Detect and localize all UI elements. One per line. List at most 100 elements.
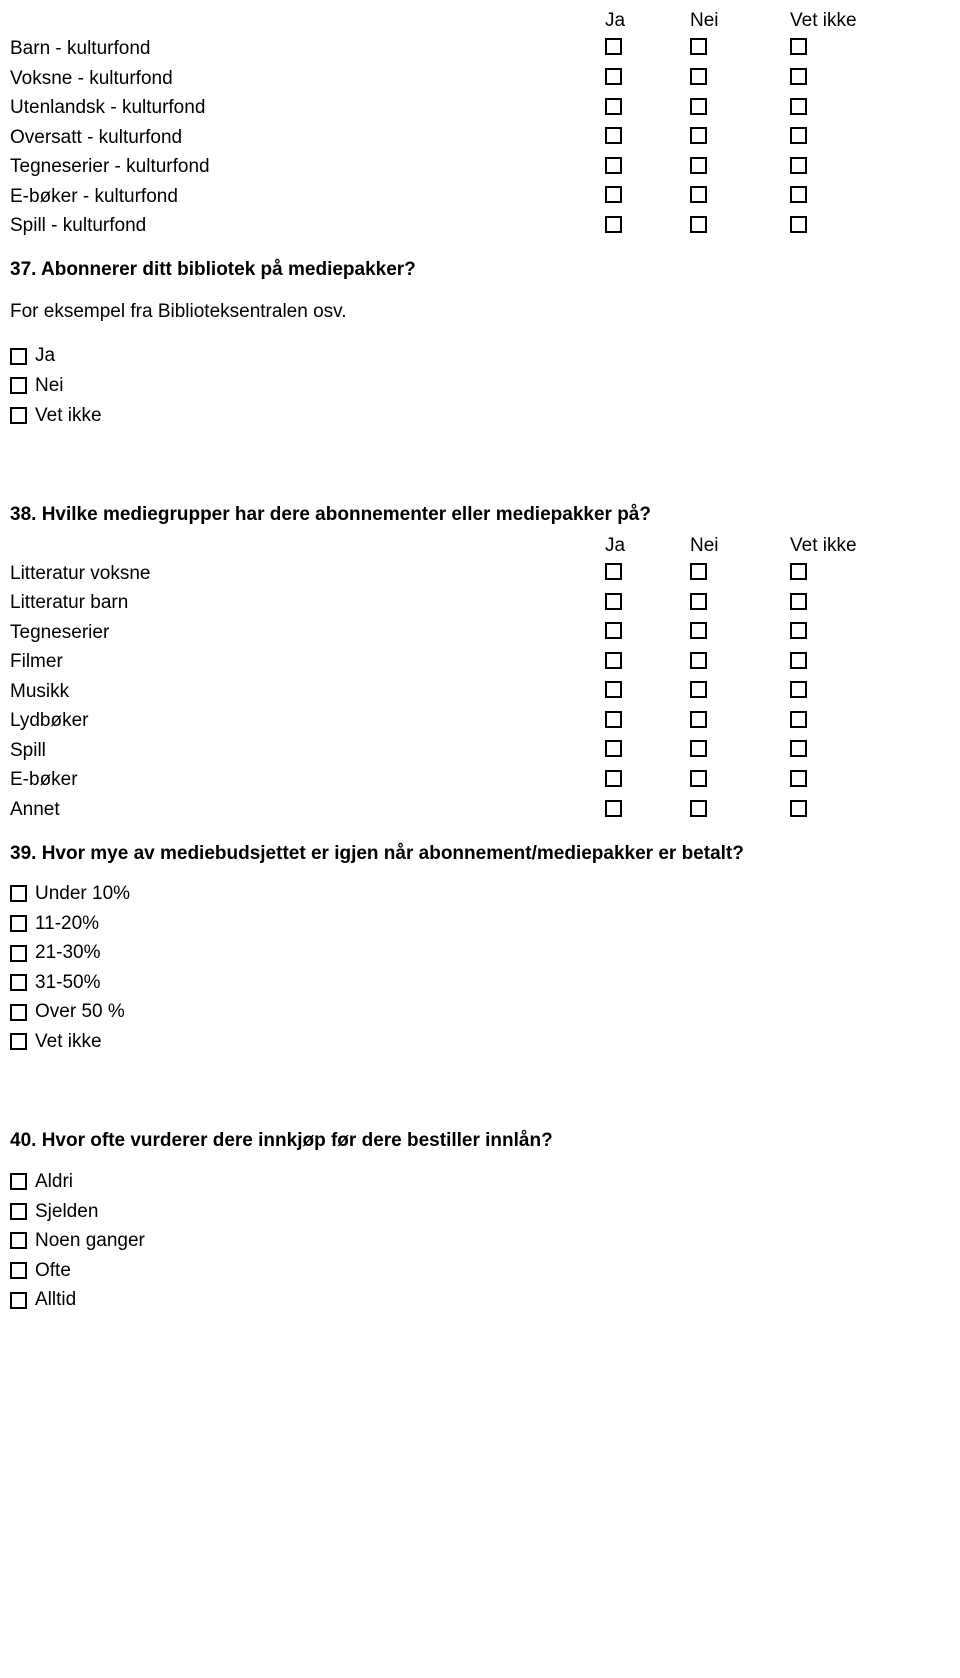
checkbox-icon[interactable] (690, 563, 707, 580)
checkbox-icon[interactable] (790, 593, 807, 610)
checkbox-icon[interactable] (605, 98, 622, 115)
checkbox-icon[interactable] (605, 711, 622, 728)
checkbox-icon[interactable] (10, 945, 27, 962)
checkbox-icon[interactable] (10, 1262, 27, 1279)
checkbox-icon[interactable] (605, 186, 622, 203)
q36-hdr-vetikke: Vet ikke (790, 8, 920, 34)
checkbox-icon[interactable] (690, 681, 707, 698)
checkbox-icon[interactable] (790, 186, 807, 203)
checkbox-icon[interactable] (690, 740, 707, 757)
checkbox-icon[interactable] (10, 1173, 27, 1190)
checkbox-icon[interactable] (790, 38, 807, 55)
q40-option[interactable]: Aldri (10, 1167, 940, 1197)
checkbox-icon[interactable] (10, 885, 27, 902)
option-label: Alltid (35, 1286, 76, 1314)
checkbox-icon[interactable] (10, 348, 27, 365)
checkbox-icon[interactable] (690, 800, 707, 817)
q38-row-label: Musikk (10, 677, 605, 707)
q38-row-label: E-bøker (10, 765, 605, 795)
checkbox-icon[interactable] (690, 216, 707, 233)
q38-row-label: Litteratur voksne (10, 559, 605, 589)
q39-option[interactable]: Vet ikke (10, 1027, 940, 1057)
checkbox-icon[interactable] (10, 1004, 27, 1021)
q39-option[interactable]: 21-30% (10, 938, 940, 968)
checkbox-icon[interactable] (690, 770, 707, 787)
option-label: 21-30% (35, 939, 101, 967)
checkbox-icon[interactable] (790, 98, 807, 115)
q36-hdr-ja: Ja (605, 8, 690, 34)
checkbox-icon[interactable] (690, 186, 707, 203)
checkbox-icon[interactable] (690, 622, 707, 639)
q38-row-label: Annet (10, 795, 605, 825)
checkbox-icon[interactable] (605, 593, 622, 610)
q40-option[interactable]: Sjelden (10, 1197, 940, 1227)
checkbox-icon[interactable] (690, 98, 707, 115)
checkbox-icon[interactable] (790, 68, 807, 85)
checkbox-icon[interactable] (10, 1292, 27, 1309)
q37-option[interactable]: Nei (10, 371, 940, 401)
option-label: Vet ikke (35, 402, 102, 430)
q37-option[interactable]: Ja (10, 341, 940, 371)
option-label: Under 10% (35, 880, 130, 908)
checkbox-icon[interactable] (790, 563, 807, 580)
q37-option[interactable]: Vet ikke (10, 401, 940, 431)
checkbox-icon[interactable] (790, 681, 807, 698)
checkbox-icon[interactable] (605, 563, 622, 580)
checkbox-icon[interactable] (10, 407, 27, 424)
checkbox-icon[interactable] (605, 681, 622, 698)
checkbox-icon[interactable] (605, 770, 622, 787)
q38-row-label: Filmer (10, 647, 605, 677)
checkbox-icon[interactable] (690, 127, 707, 144)
checkbox-icon[interactable] (605, 652, 622, 669)
checkbox-icon[interactable] (790, 157, 807, 174)
q40-option[interactable]: Ofte (10, 1256, 940, 1286)
q40-option[interactable]: Noen ganger (10, 1226, 940, 1256)
q39-option[interactable]: 11-20% (10, 909, 940, 939)
q39-title: 39. Hvor mye av mediebudsjettet er igjen… (10, 841, 940, 868)
q38-row-label: Litteratur barn (10, 588, 605, 618)
q39-option[interactable]: 31-50% (10, 968, 940, 998)
option-label: Over 50 % (35, 998, 125, 1026)
q40-title: 40. Hvor ofte vurderer dere innkjøp før … (10, 1128, 940, 1155)
checkbox-icon[interactable] (605, 127, 622, 144)
checkbox-icon[interactable] (605, 622, 622, 639)
checkbox-icon[interactable] (790, 770, 807, 787)
checkbox-icon[interactable] (690, 68, 707, 85)
checkbox-icon[interactable] (10, 1033, 27, 1050)
checkbox-icon[interactable] (10, 377, 27, 394)
option-label: Ofte (35, 1257, 71, 1285)
q39-option[interactable]: Under 10% (10, 879, 940, 909)
checkbox-icon[interactable] (605, 68, 622, 85)
checkbox-icon[interactable] (790, 800, 807, 817)
checkbox-icon[interactable] (790, 740, 807, 757)
checkbox-icon[interactable] (605, 216, 622, 233)
checkbox-icon[interactable] (790, 216, 807, 233)
checkbox-icon[interactable] (790, 127, 807, 144)
q40-option[interactable]: Alltid (10, 1285, 940, 1315)
checkbox-icon[interactable] (690, 38, 707, 55)
q39-option[interactable]: Over 50 % (10, 997, 940, 1027)
checkbox-icon[interactable] (690, 593, 707, 610)
q38-hdr-nei: Nei (690, 533, 790, 559)
q38-title: 38. Hvilke mediegrupper har dere abonnem… (10, 502, 940, 529)
checkbox-icon[interactable] (690, 157, 707, 174)
checkbox-icon[interactable] (690, 711, 707, 728)
checkbox-icon[interactable] (10, 1203, 27, 1220)
q36-row-label: Tegneserier - kulturfond (10, 152, 605, 182)
checkbox-icon[interactable] (790, 652, 807, 669)
checkbox-icon[interactable] (10, 1232, 27, 1249)
checkbox-icon[interactable] (605, 38, 622, 55)
checkbox-icon[interactable] (10, 974, 27, 991)
checkbox-icon[interactable] (690, 652, 707, 669)
q36-row-label: Oversatt - kulturfond (10, 123, 605, 153)
checkbox-icon[interactable] (790, 711, 807, 728)
q38-row-label: Tegneserier (10, 618, 605, 648)
option-label: Sjelden (35, 1198, 98, 1226)
checkbox-icon[interactable] (605, 157, 622, 174)
checkbox-icon[interactable] (605, 800, 622, 817)
checkbox-icon[interactable] (10, 915, 27, 932)
option-label: Vet ikke (35, 1028, 102, 1056)
checkbox-icon[interactable] (605, 740, 622, 757)
checkbox-icon[interactable] (790, 622, 807, 639)
q36-row-label: Barn - kulturfond (10, 34, 605, 64)
